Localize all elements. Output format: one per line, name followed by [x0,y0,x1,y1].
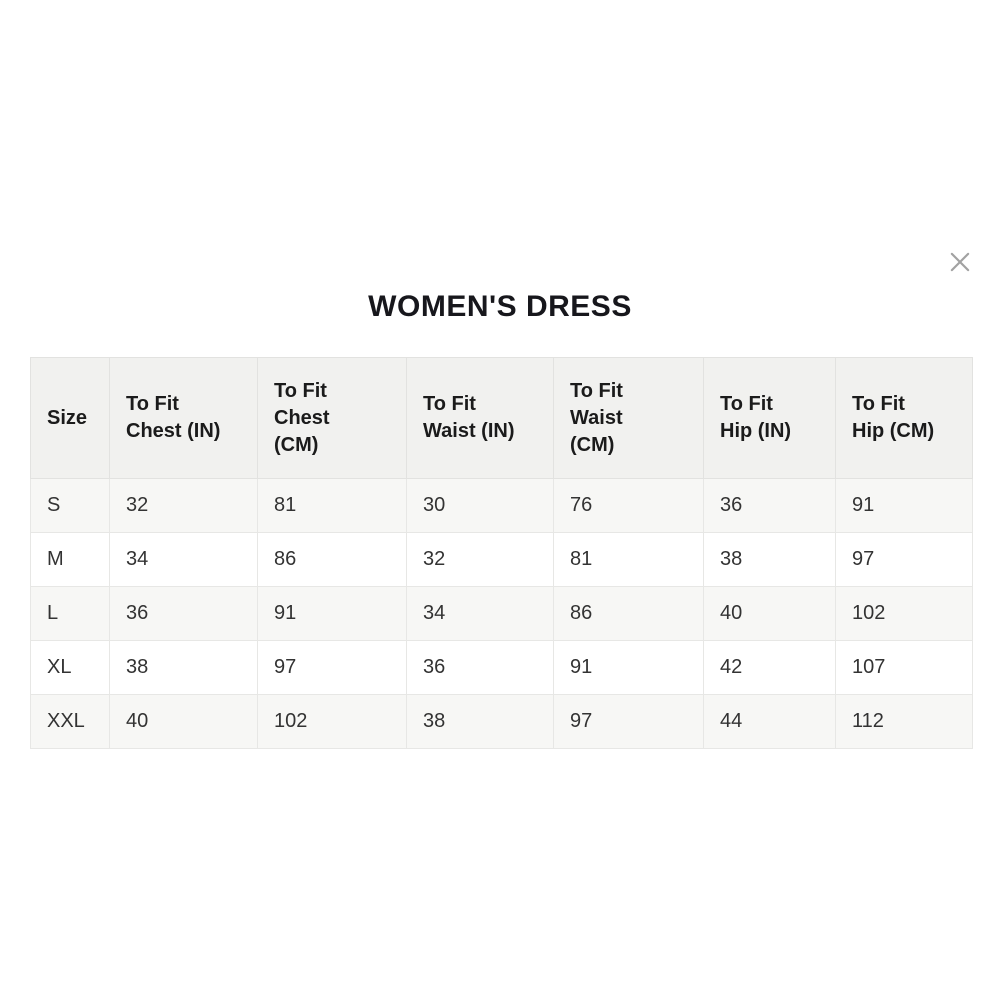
measurement-cell: 44 [703,694,836,749]
size-cell: L [30,586,110,641]
measurement-cell: 30 [406,478,554,533]
measurement-cell: 81 [257,478,407,533]
measurement-cell: 34 [406,586,554,641]
size-cell: XL [30,640,110,695]
measurement-cell: 97 [835,532,973,587]
table-row: L 36 91 34 86 40 102 [30,586,973,641]
column-header-waist-cm: To Fit Waist (CM) [553,357,704,479]
measurement-cell: 40 [109,694,258,749]
measurement-cell: 32 [109,478,258,533]
table-row: XXL 40 102 38 97 44 112 [30,694,973,749]
measurement-cell: 36 [109,586,258,641]
table-header: Size To Fit Chest (IN) To Fit Chest (CM)… [30,357,973,479]
measurement-cell: 112 [835,694,973,749]
close-button[interactable] [942,244,978,280]
measurement-cell: 102 [257,694,407,749]
header-row: Size To Fit Chest (IN) To Fit Chest (CM)… [30,357,973,479]
table-row: M 34 86 32 81 38 97 [30,532,973,587]
table-row: XL 38 97 36 91 42 107 [30,640,973,695]
measurement-cell: 76 [553,478,704,533]
measurement-cell: 38 [406,694,554,749]
column-header-hip-cm: To Fit Hip (CM) [835,357,973,479]
measurement-cell: 91 [553,640,704,695]
measurement-cell: 40 [703,586,836,641]
table-row: S 32 81 30 76 36 91 [30,478,973,533]
column-header-chest-in: To Fit Chest (IN) [109,357,258,479]
measurement-cell: 34 [109,532,258,587]
measurement-cell: 38 [703,532,836,587]
measurement-cell: 42 [703,640,836,695]
measurement-cell: 36 [406,640,554,695]
column-header-hip-in: To Fit Hip (IN) [703,357,836,479]
column-header-size: Size [30,357,110,479]
measurement-cell: 91 [835,478,973,533]
size-cell: M [30,532,110,587]
measurement-cell: 81 [553,532,704,587]
size-chart-table: Size To Fit Chest (IN) To Fit Chest (CM)… [30,357,973,749]
measurement-cell: 86 [553,586,704,641]
size-chart-body: S 32 81 30 76 36 91 M 34 86 32 81 38 97 L 36 91 34 86 40 102… [30,478,973,749]
measurement-cell: 102 [835,586,973,641]
measurement-cell: 36 [703,478,836,533]
measurement-cell: 107 [835,640,973,695]
measurement-cell: 32 [406,532,554,587]
modal-title: WOMEN'S DRESS [368,290,632,323]
size-cell: XXL [30,694,110,749]
measurement-cell: 86 [257,532,407,587]
measurement-cell: 97 [257,640,407,695]
size-cell: S [30,478,110,533]
column-header-waist-in: To Fit Waist (IN) [406,357,554,479]
measurement-cell: 38 [109,640,258,695]
measurement-cell: 91 [257,586,407,641]
measurement-cell: 97 [553,694,704,749]
column-header-chest-cm: To Fit Chest (CM) [257,357,407,479]
close-icon [950,252,970,272]
